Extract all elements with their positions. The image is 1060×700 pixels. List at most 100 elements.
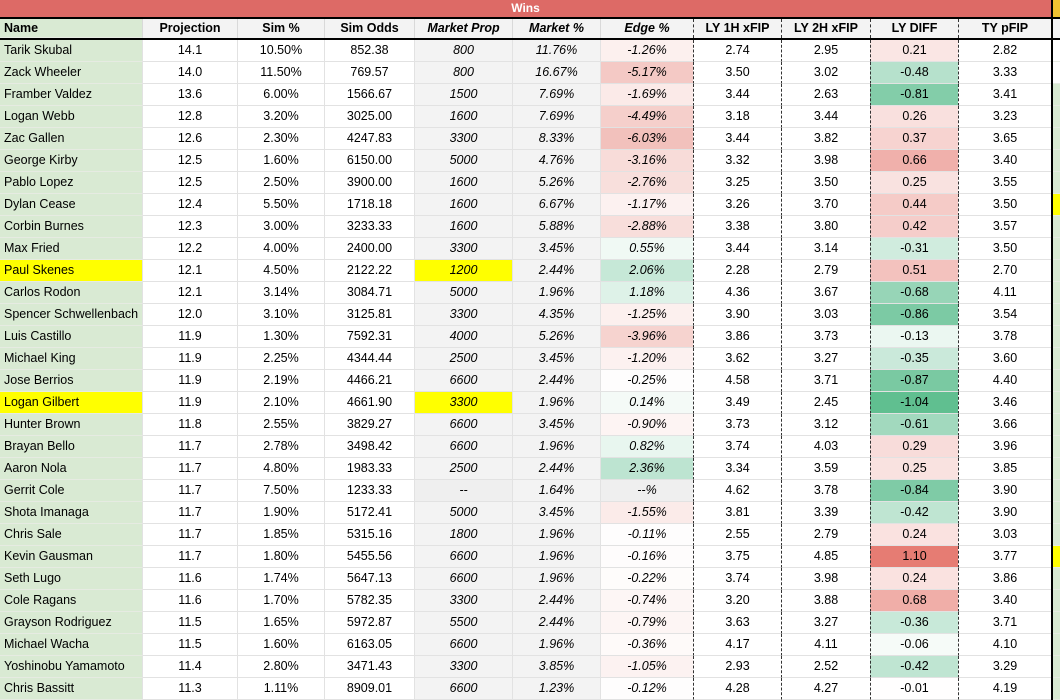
player-name-cell[interactable]: Grayson Rodriguez — [0, 612, 143, 634]
player-name-cell[interactable]: Yoshinobu Yamamoto — [0, 656, 143, 678]
market-prop-cell[interactable]: 3300 — [415, 392, 513, 414]
market-pct-cell[interactable]: 8.33% — [513, 128, 601, 150]
market-prop-cell[interactable]: 6600 — [415, 678, 513, 700]
player-name-cell[interactable]: Spencer Schwellenbach — [0, 304, 143, 326]
sim-pct-cell[interactable]: 2.50% — [238, 172, 325, 194]
sim-odds-cell[interactable]: 3125.81 — [325, 304, 415, 326]
sim-pct-cell[interactable]: 3.10% — [238, 304, 325, 326]
ty-pfip-cell[interactable]: 4.40 — [958, 370, 1051, 392]
ly-2h-xfip-cell[interactable]: 3.14 — [781, 238, 870, 260]
ty-pfip-cell[interactable]: 3.65 — [958, 128, 1051, 150]
ty-pfip-cell[interactable]: 3.54 — [958, 304, 1051, 326]
projection-cell[interactable]: 14.1 — [143, 40, 238, 62]
ly-1h-xfip-cell[interactable]: 4.58 — [693, 370, 781, 392]
ly-diff-cell[interactable]: 0.24 — [870, 568, 958, 590]
projection-cell[interactable]: 11.7 — [143, 480, 238, 502]
ly-1h-xfip-cell[interactable]: 3.32 — [693, 150, 781, 172]
edge-pct-cell[interactable]: 0.14% — [601, 392, 693, 414]
ly-2h-xfip-cell[interactable]: 3.70 — [781, 194, 870, 216]
sim-odds-cell[interactable]: 769.57 — [325, 62, 415, 84]
sim-pct-cell[interactable]: 1.60% — [238, 634, 325, 656]
ly-2h-xfip-cell[interactable]: 2.45 — [781, 392, 870, 414]
ly-2h-xfip-cell[interactable]: 2.95 — [781, 40, 870, 62]
edge-pct-cell[interactable]: -1.25% — [601, 304, 693, 326]
sim-pct-cell[interactable]: 1.90% — [238, 502, 325, 524]
sim-odds-cell[interactable]: 6163.05 — [325, 634, 415, 656]
ty-pfip-cell[interactable]: 3.40 — [958, 150, 1051, 172]
projection-cell[interactable]: 11.5 — [143, 612, 238, 634]
ly-1h-xfip-cell[interactable]: 3.75 — [693, 546, 781, 568]
market-pct-cell[interactable]: 1.96% — [513, 546, 601, 568]
projection-cell[interactable]: 11.5 — [143, 634, 238, 656]
market-pct-cell[interactable]: 5.88% — [513, 216, 601, 238]
ly-diff-cell[interactable]: -0.61 — [870, 414, 958, 436]
sim-pct-cell[interactable]: 1.80% — [238, 546, 325, 568]
ly-1h-xfip-cell[interactable]: 2.74 — [693, 40, 781, 62]
ly-diff-cell[interactable]: 0.44 — [870, 194, 958, 216]
market-prop-cell[interactable]: 5500 — [415, 612, 513, 634]
market-pct-cell[interactable]: 3.45% — [513, 502, 601, 524]
market-pct-cell[interactable]: 4.35% — [513, 304, 601, 326]
market-pct-cell[interactable]: 7.69% — [513, 84, 601, 106]
sim-odds-cell[interactable]: 1233.33 — [325, 480, 415, 502]
market-pct-cell[interactable]: 5.26% — [513, 172, 601, 194]
edge-pct-cell[interactable]: 2.06% — [601, 260, 693, 282]
edge-pct-cell[interactable]: -0.16% — [601, 546, 693, 568]
projection-cell[interactable]: 12.1 — [143, 260, 238, 282]
ly-2h-xfip-cell[interactable]: 3.78 — [781, 480, 870, 502]
market-prop-cell[interactable]: 6600 — [415, 568, 513, 590]
ly-2h-xfip-cell[interactable]: 3.98 — [781, 150, 870, 172]
edge-pct-cell[interactable]: -0.90% — [601, 414, 693, 436]
market-prop-cell[interactable]: -- — [415, 480, 513, 502]
market-pct-cell[interactable]: 1.96% — [513, 568, 601, 590]
ly-1h-xfip-cell[interactable]: 3.44 — [693, 128, 781, 150]
sim-odds-cell[interactable]: 2122.22 — [325, 260, 415, 282]
sim-pct-cell[interactable]: 10.50% — [238, 40, 325, 62]
edge-pct-cell[interactable]: -1.55% — [601, 502, 693, 524]
sim-pct-cell[interactable]: 1.60% — [238, 150, 325, 172]
player-name-cell[interactable]: Zac Gallen — [0, 128, 143, 150]
ty-pfip-cell[interactable]: 4.11 — [958, 282, 1051, 304]
edge-pct-cell[interactable]: -0.11% — [601, 524, 693, 546]
market-pct-cell[interactable]: 1.96% — [513, 524, 601, 546]
ty-pfip-cell[interactable]: 3.71 — [958, 612, 1051, 634]
ty-pfip-cell[interactable]: 3.78 — [958, 326, 1051, 348]
player-name-cell[interactable]: Zack Wheeler — [0, 62, 143, 84]
player-name-cell[interactable]: Luis Castillo — [0, 326, 143, 348]
ly-2h-xfip-cell[interactable]: 3.71 — [781, 370, 870, 392]
column-header-sim_odds[interactable]: Sim Odds — [325, 19, 415, 38]
ly-diff-cell[interactable]: 0.51 — [870, 260, 958, 282]
ty-pfip-cell[interactable]: 3.90 — [958, 502, 1051, 524]
sim-pct-cell[interactable]: 2.30% — [238, 128, 325, 150]
ly-2h-xfip-cell[interactable]: 4.27 — [781, 678, 870, 700]
ly-diff-cell[interactable]: 0.25 — [870, 458, 958, 480]
player-name-cell[interactable]: Logan Gilbert — [0, 392, 143, 414]
ly-1h-xfip-cell[interactable]: 3.26 — [693, 194, 781, 216]
ty-pfip-cell[interactable]: 3.40 — [958, 590, 1051, 612]
ly-diff-cell[interactable]: 1.10 — [870, 546, 958, 568]
ly-1h-xfip-cell[interactable]: 3.86 — [693, 326, 781, 348]
ly-1h-xfip-cell[interactable]: 2.55 — [693, 524, 781, 546]
edge-pct-cell[interactable]: -1.26% — [601, 40, 693, 62]
player-name-cell[interactable]: Gerrit Cole — [0, 480, 143, 502]
sim-odds-cell[interactable]: 5315.16 — [325, 524, 415, 546]
column-header-sim_pct[interactable]: Sim % — [238, 19, 325, 38]
ty-pfip-cell[interactable]: 3.46 — [958, 392, 1051, 414]
market-prop-cell[interactable]: 800 — [415, 40, 513, 62]
projection-cell[interactable]: 12.3 — [143, 216, 238, 238]
ty-pfip-cell[interactable]: 3.55 — [958, 172, 1051, 194]
ly-diff-cell[interactable]: -0.35 — [870, 348, 958, 370]
ly-diff-cell[interactable]: 0.42 — [870, 216, 958, 238]
projection-cell[interactable]: 11.7 — [143, 524, 238, 546]
column-header-ly_1h_xfip[interactable]: LY 1H xFIP — [693, 19, 781, 38]
ly-diff-cell[interactable]: -0.13 — [870, 326, 958, 348]
ty-pfip-cell[interactable]: 3.50 — [958, 194, 1051, 216]
sim-odds-cell[interactable]: 852.38 — [325, 40, 415, 62]
ty-pfip-cell[interactable]: 2.82 — [958, 40, 1051, 62]
player-name-cell[interactable]: Dylan Cease — [0, 194, 143, 216]
player-name-cell[interactable]: Aaron Nola — [0, 458, 143, 480]
ly-2h-xfip-cell[interactable]: 3.80 — [781, 216, 870, 238]
market-prop-cell[interactable]: 1600 — [415, 216, 513, 238]
column-header-projection[interactable]: Projection — [143, 19, 238, 38]
ly-diff-cell[interactable]: -0.86 — [870, 304, 958, 326]
